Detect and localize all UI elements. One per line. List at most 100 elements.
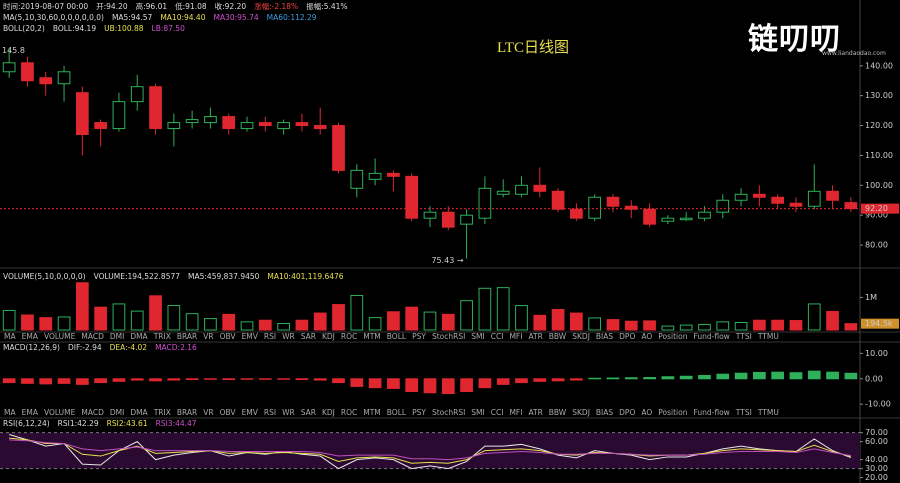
tab[interactable]: MA <box>4 408 16 417</box>
tab[interactable]: EMV <box>241 332 258 341</box>
bar <box>94 378 107 384</box>
tab[interactable]: TTMU <box>757 332 779 341</box>
tab[interactable]: SKDJ <box>572 332 590 341</box>
candle-body <box>204 116 217 124</box>
tab[interactable]: BBW <box>548 408 567 417</box>
pane-header: MACD(12,26,9) DIF:-2.94 DEA:-4.02 MACD:2.16 <box>3 343 205 353</box>
tab[interactable]: SMI <box>471 332 485 341</box>
tab[interactable]: RSI <box>263 332 277 341</box>
bar <box>771 371 785 380</box>
tab[interactable]: AO <box>641 332 653 341</box>
tab[interactable]: SKDJ <box>572 408 590 417</box>
tab[interactable]: DPO <box>619 332 636 341</box>
bar <box>533 314 547 331</box>
tab[interactable]: VR <box>203 332 214 341</box>
bar <box>423 311 437 331</box>
header-item: 收:92.20 <box>214 2 247 11</box>
tab[interactable]: BRAR <box>176 332 198 341</box>
header-item: VOLUME(5,10,0,0,0,0) <box>3 272 86 281</box>
candle-body <box>94 122 107 130</box>
tab[interactable]: WR <box>282 408 295 417</box>
tab[interactable]: Fund-flow <box>693 332 730 341</box>
tab[interactable]: OBV <box>219 332 236 341</box>
tab[interactable]: EMV <box>241 408 258 417</box>
tab[interactable]: DMA <box>130 332 148 341</box>
tab[interactable]: MTM <box>363 408 381 417</box>
tab[interactable]: KDJ <box>321 408 335 417</box>
tab[interactable]: StochRSI <box>431 332 466 341</box>
tab[interactable]: BIAS <box>595 332 614 341</box>
header-item: 振幅:5.41% <box>306 2 348 11</box>
tab[interactable]: AO <box>641 408 653 417</box>
tab[interactable]: BBW <box>548 332 567 341</box>
bar <box>624 320 638 331</box>
tab[interactable]: BIAS <box>595 408 614 417</box>
bar <box>716 321 730 331</box>
tab[interactable]: CCI <box>490 408 504 417</box>
tab[interactable]: MA <box>4 332 16 341</box>
tab[interactable]: ATR <box>528 332 543 341</box>
bar <box>405 378 419 392</box>
tab[interactable]: Position <box>658 332 688 341</box>
header-row: 时间:2019-08-07 00:00 开:94.20 高:96.01 低:91.08… <box>3 2 356 12</box>
tab[interactable]: Fund-flow <box>693 408 730 417</box>
candle-body <box>716 199 730 213</box>
tab[interactable]: VOLUME <box>43 408 76 417</box>
bar <box>826 371 839 380</box>
tab[interactable]: DMI <box>109 408 125 417</box>
tab[interactable]: MFI <box>509 408 523 417</box>
tab[interactable]: DPO <box>619 408 636 417</box>
tab[interactable]: BOLL <box>386 408 407 417</box>
tab[interactable]: EMA <box>21 408 38 417</box>
tab[interactable]: TRIX <box>153 332 171 341</box>
candle-body <box>295 122 309 127</box>
tab[interactable]: TTMU <box>757 408 779 417</box>
tab[interactable]: VOLUME <box>43 332 76 341</box>
tab[interactable]: SMI <box>471 408 485 417</box>
header-item: MA60:112.29 <box>266 13 317 22</box>
tab[interactable]: ROC <box>340 332 358 341</box>
tab[interactable]: VR <box>203 408 214 417</box>
header-item: BOLL:94.19 <box>52 24 97 33</box>
bar <box>515 305 528 331</box>
tab[interactable]: TRIX <box>153 408 171 417</box>
y-tick-label: 100.00 <box>865 181 893 190</box>
tab[interactable]: ATR <box>528 408 543 417</box>
tab[interactable]: MTM <box>363 332 381 341</box>
header-item: DIF:-2.94 <box>67 343 102 352</box>
tab[interactable]: DMI <box>109 332 125 341</box>
tab[interactable]: MACD <box>81 408 104 417</box>
tab[interactable]: BOLL <box>386 332 407 341</box>
tab[interactable]: BRAR <box>176 408 198 417</box>
tab[interactable]: StochRSI <box>431 408 466 417</box>
tab[interactable]: Position <box>658 408 688 417</box>
tab[interactable]: KDJ <box>321 332 335 341</box>
header-item: MA30:95.74 <box>213 13 259 22</box>
tab[interactable]: MFI <box>509 332 523 341</box>
tab[interactable]: PSY <box>412 408 426 417</box>
bar <box>570 378 583 381</box>
tab[interactable]: MACD <box>81 332 104 341</box>
tab[interactable]: PSY <box>412 332 426 341</box>
candle-body <box>570 208 583 219</box>
tab[interactable]: TTSI <box>735 332 752 341</box>
tab[interactable]: EMA <box>21 332 38 341</box>
bar <box>94 306 107 331</box>
tab[interactable]: DMA <box>130 408 148 417</box>
bar <box>185 313 199 331</box>
candle-body <box>661 217 675 222</box>
header-item: MA10:401,119.6476 <box>267 272 344 281</box>
tab[interactable]: ROC <box>340 408 358 417</box>
tab[interactable]: OBV <box>219 408 236 417</box>
value-tag-bg <box>861 318 899 329</box>
candle-body <box>551 190 565 210</box>
tab[interactable]: TTSI <box>735 408 752 417</box>
bar <box>515 378 528 384</box>
candle-body <box>2 62 16 73</box>
tab[interactable]: RSI <box>263 408 277 417</box>
tab[interactable]: SAR <box>300 408 316 417</box>
tab[interactable]: SAR <box>300 332 316 341</box>
tab[interactable]: CCI <box>490 332 504 341</box>
header-item: RSI2:43.61 <box>106 419 148 428</box>
tab[interactable]: WR <box>282 332 295 341</box>
